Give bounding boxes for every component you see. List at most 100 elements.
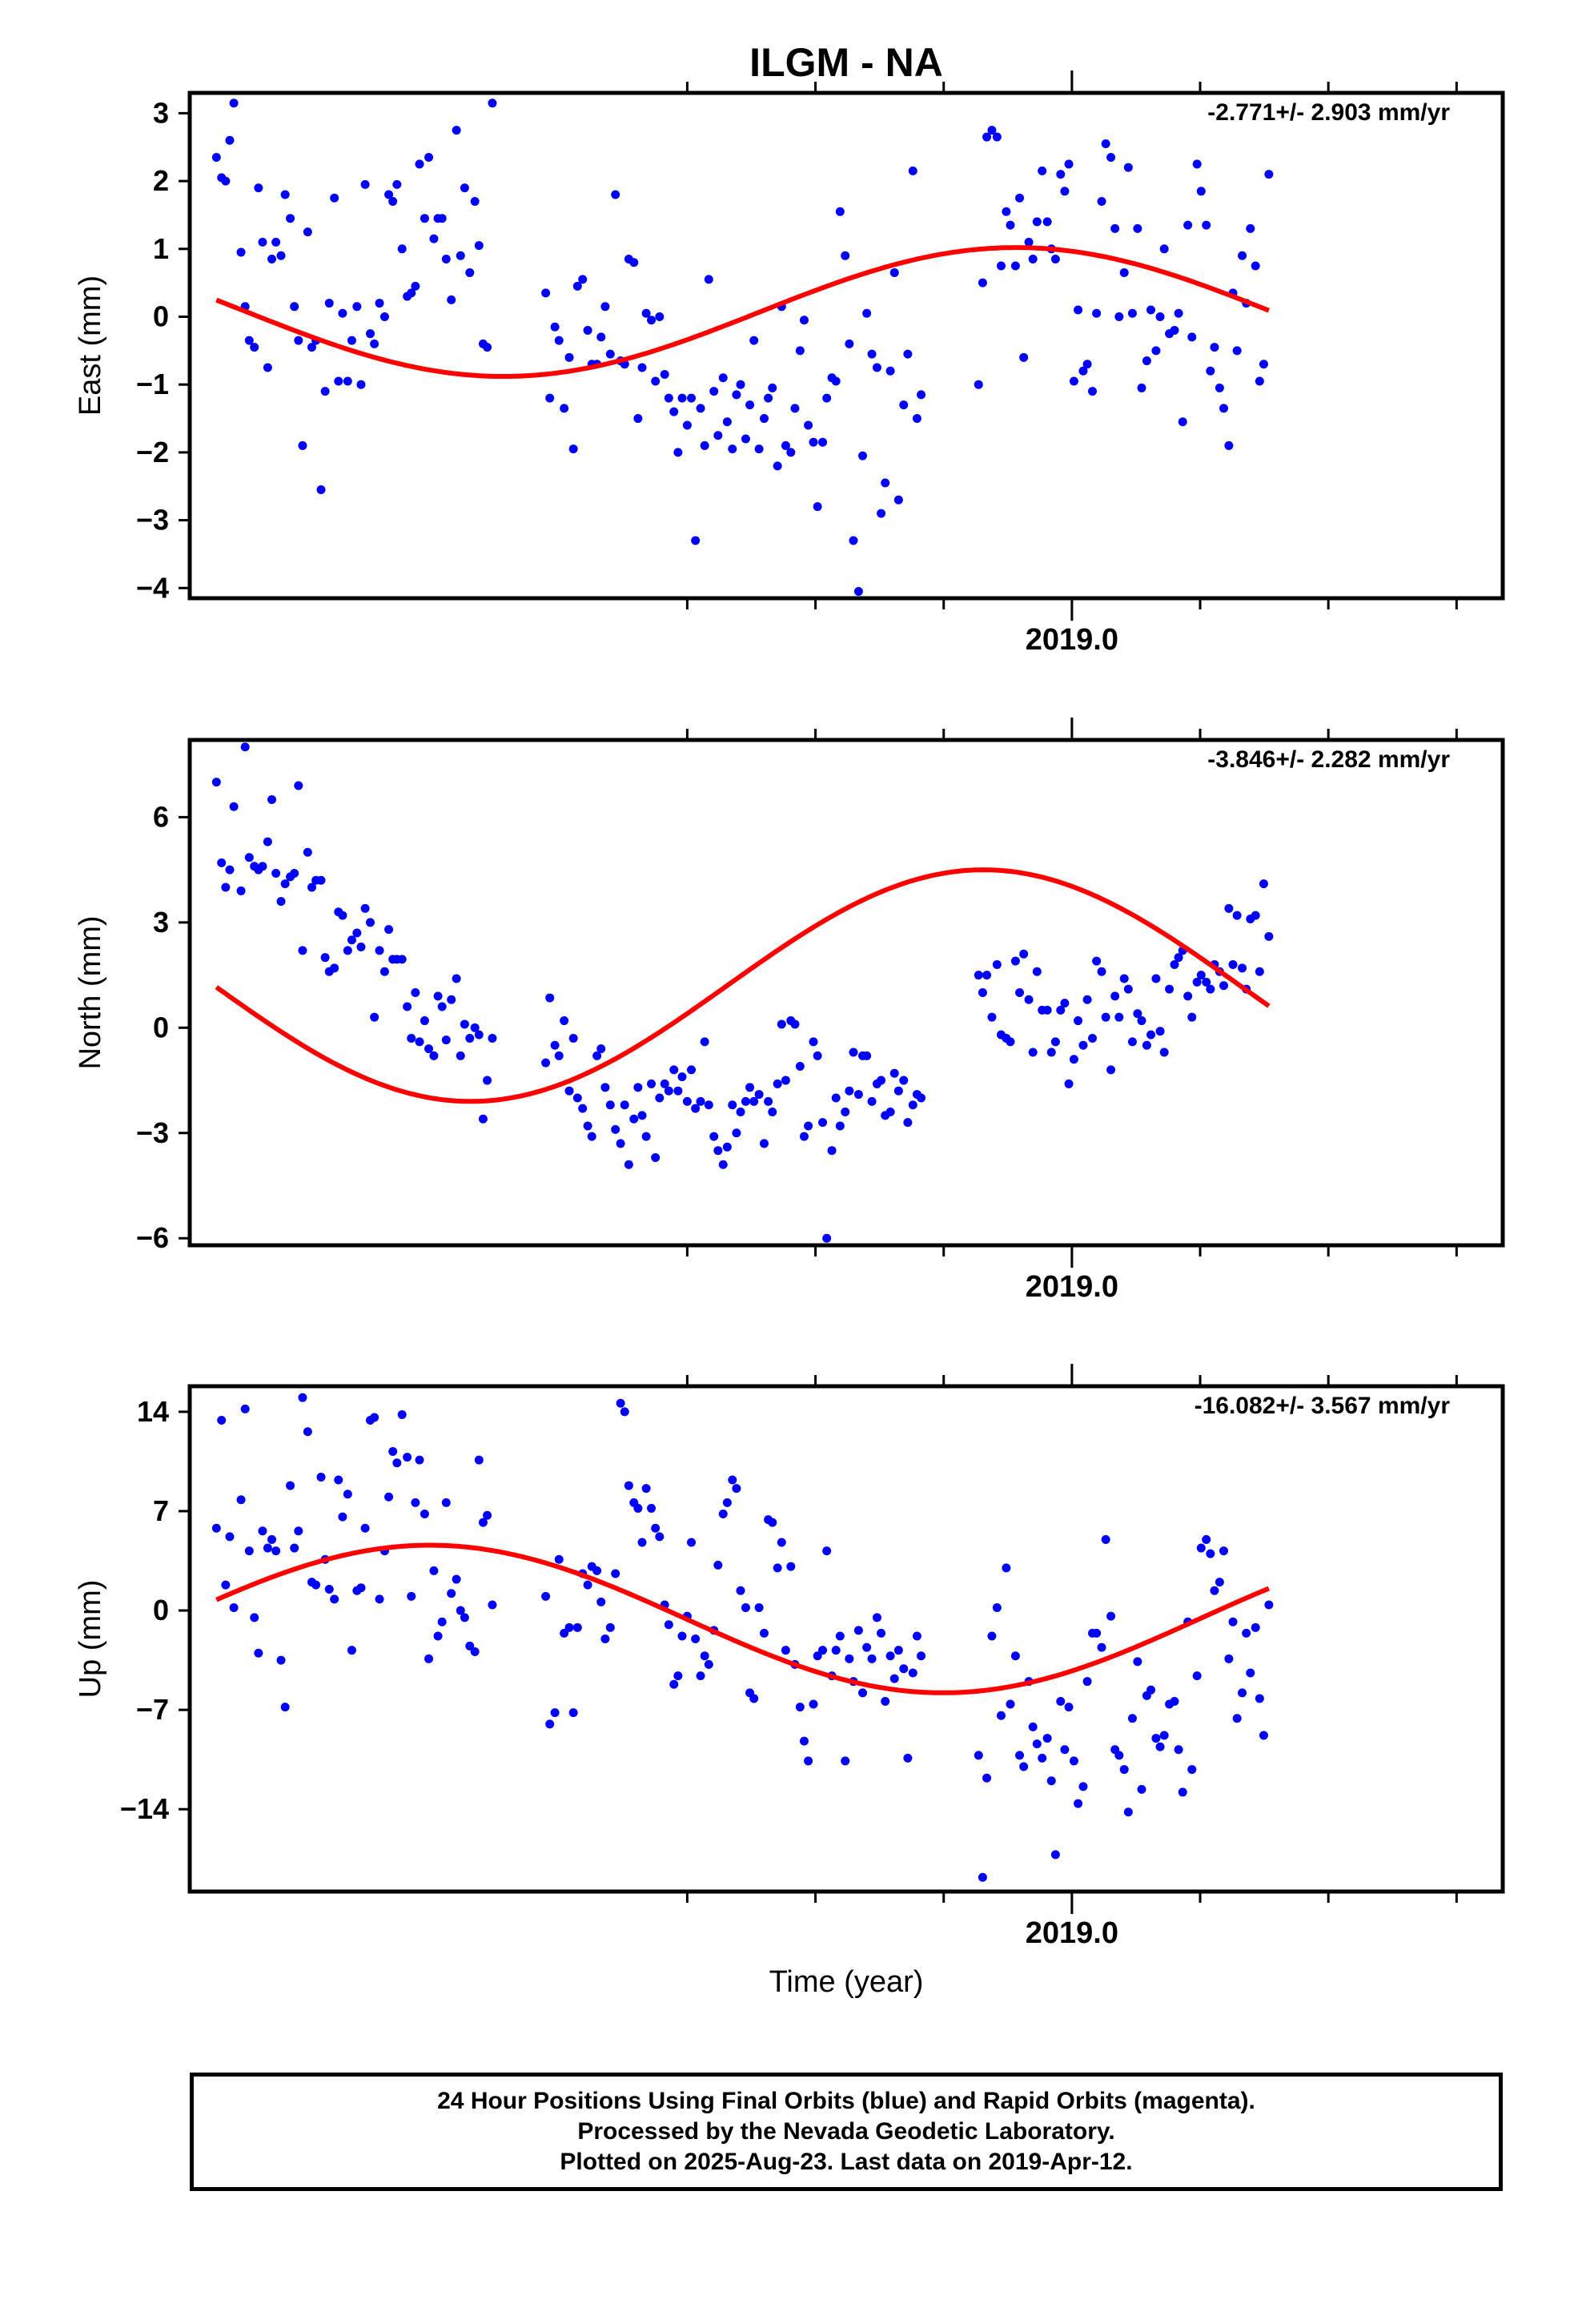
chart-0-point <box>745 400 755 410</box>
chart-0-point <box>1159 244 1169 254</box>
chart-1-point <box>560 1016 569 1026</box>
chart-1-point <box>691 1104 701 1113</box>
chart-0-point <box>1078 366 1088 376</box>
chart-1-point <box>415 1037 424 1047</box>
chart-1-point <box>483 1076 492 1085</box>
chart-1-point <box>1088 1033 1097 1043</box>
chart-0-point <box>465 267 475 277</box>
chart-1-point <box>687 1065 697 1075</box>
chart-0-point <box>1056 170 1066 179</box>
chart-0-point <box>276 251 286 260</box>
chart-1-point <box>452 974 461 983</box>
chart-0-point <box>211 152 221 162</box>
chart-2-point <box>375 1594 384 1604</box>
chart-1-point <box>620 1100 629 1110</box>
chart-0-point <box>280 190 290 199</box>
chart-2-point <box>1159 1731 1169 1740</box>
chart-1-point <box>749 1096 759 1106</box>
chart-0-point <box>809 437 818 447</box>
chart-0-point <box>263 363 272 372</box>
chart-0-model-curve <box>215 245 1271 379</box>
chart-0-point <box>799 316 809 325</box>
chart-1-point <box>1114 1012 1124 1022</box>
chart-1-point <box>347 935 356 945</box>
chart-0-point <box>673 448 683 457</box>
chart-2-point <box>1019 1762 1029 1771</box>
chart-1-point <box>1028 1047 1038 1057</box>
chart-1-point <box>360 903 370 913</box>
chart-2-point <box>1046 1776 1056 1786</box>
east-panel: 3 2 1 0 −1 −2 −3 −4 2019.0 East (mm) -2.771+/- 2.9… <box>74 70 1505 657</box>
chart-1-point <box>1196 971 1206 980</box>
chart-2-point <box>1082 1677 1092 1687</box>
chart-1-point <box>298 946 307 955</box>
chart-0-point <box>818 437 828 447</box>
chart-2-point <box>415 1455 424 1465</box>
chart-1-ytick-label: 0 <box>153 1011 169 1043</box>
chart-0-point <box>709 387 719 396</box>
chart-2-point <box>1097 1642 1106 1652</box>
chart-2-point <box>411 1498 420 1507</box>
chart-0-point <box>664 393 673 403</box>
chart-2-point <box>244 1546 254 1556</box>
chart-1-point <box>474 1030 484 1039</box>
chart-1-point <box>773 1079 782 1088</box>
chart-1-point <box>338 911 347 920</box>
chart-1-point <box>1174 953 1183 963</box>
chart-1-point <box>236 886 246 895</box>
chart-0-frame <box>187 90 1505 601</box>
chart-0-point <box>822 393 832 403</box>
chart-0-point <box>978 278 987 287</box>
chart-0-point <box>831 376 841 386</box>
chart-0-point <box>334 376 343 386</box>
chart-2-point <box>541 1591 551 1601</box>
chart-0-point <box>366 329 375 339</box>
chart-0-point <box>286 214 295 223</box>
chart-0-point <box>258 237 267 247</box>
chart-2-point <box>1174 1745 1183 1755</box>
chart-1-point <box>1010 956 1020 966</box>
chart-0-point <box>415 159 424 169</box>
chart-1-point <box>849 1047 858 1057</box>
chart-1-point <box>1097 967 1106 976</box>
chart-0-point <box>872 363 881 372</box>
chart-2-point <box>777 1538 786 1547</box>
chart-2-ylabel: Up (mm) <box>74 1580 107 1699</box>
chart-0-xtick-label: 2019.0 <box>1026 623 1118 657</box>
chart-0-point <box>1246 223 1255 233</box>
chart-1-point <box>384 925 394 935</box>
chart-1-point <box>545 993 555 1003</box>
chart-0-point <box>1002 207 1011 216</box>
chart-0-point <box>298 440 307 450</box>
chart-1-point <box>276 897 286 907</box>
chart-1-ytick-label: 6 <box>153 800 169 833</box>
chart-0-point <box>1064 159 1074 169</box>
chart-1-point <box>835 1121 845 1131</box>
chart-1-point <box>460 1019 469 1029</box>
chart-1-point <box>1255 967 1264 976</box>
chart-1-point <box>211 778 221 787</box>
chart-0-point <box>696 404 705 413</box>
chart-0-point <box>375 299 384 308</box>
chart-2-point <box>669 1679 679 1689</box>
chart-2-point <box>773 1563 782 1573</box>
chart-0-point <box>885 366 895 376</box>
chart-0-point <box>629 258 639 267</box>
chart-0-point <box>1219 404 1228 413</box>
chart-2-point <box>881 1696 890 1706</box>
chart-2-point <box>483 1510 492 1520</box>
chart-1-point <box>465 1033 475 1043</box>
chart-2-point <box>1127 1714 1137 1723</box>
chart-0-point <box>1206 366 1215 376</box>
footer-line-dates: Plotted on 2025-Aug-23. Last data on 201… <box>560 2149 1133 2175</box>
chart-2-point <box>1038 1753 1047 1763</box>
chart-1-point <box>1060 999 1070 1008</box>
chart-1-point <box>267 794 276 804</box>
chart-0-point <box>754 444 764 454</box>
chart-2-point <box>1192 1671 1202 1681</box>
chart-1-point <box>379 967 389 976</box>
chart-0-point <box>1123 163 1133 172</box>
chart-0-point <box>760 414 769 424</box>
chart-2-point <box>908 1668 917 1678</box>
